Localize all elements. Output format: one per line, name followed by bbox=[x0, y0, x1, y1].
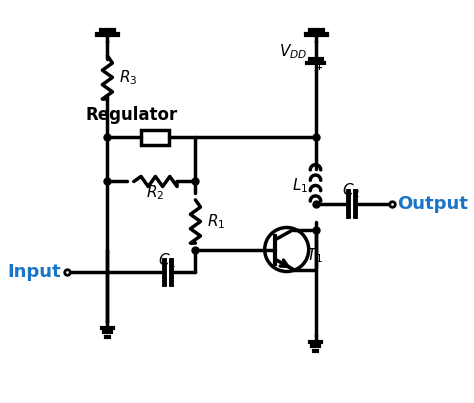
Text: $V_{DD}$: $V_{DD}$ bbox=[279, 42, 308, 61]
Bar bbox=[141, 130, 169, 145]
Text: Regulator: Regulator bbox=[85, 106, 178, 125]
Text: Output: Output bbox=[398, 195, 468, 212]
Text: $C_2$: $C_2$ bbox=[342, 181, 361, 200]
Text: +: + bbox=[315, 63, 322, 72]
Text: Input: Input bbox=[8, 262, 61, 280]
Text: $R_2$: $R_2$ bbox=[146, 183, 164, 202]
Text: $L_1$: $L_1$ bbox=[292, 176, 309, 195]
Text: $R_3$: $R_3$ bbox=[118, 68, 137, 87]
Text: $C_1$: $C_1$ bbox=[158, 251, 177, 270]
Text: $R_1$: $R_1$ bbox=[207, 212, 225, 231]
Text: $T_1$: $T_1$ bbox=[306, 246, 322, 265]
